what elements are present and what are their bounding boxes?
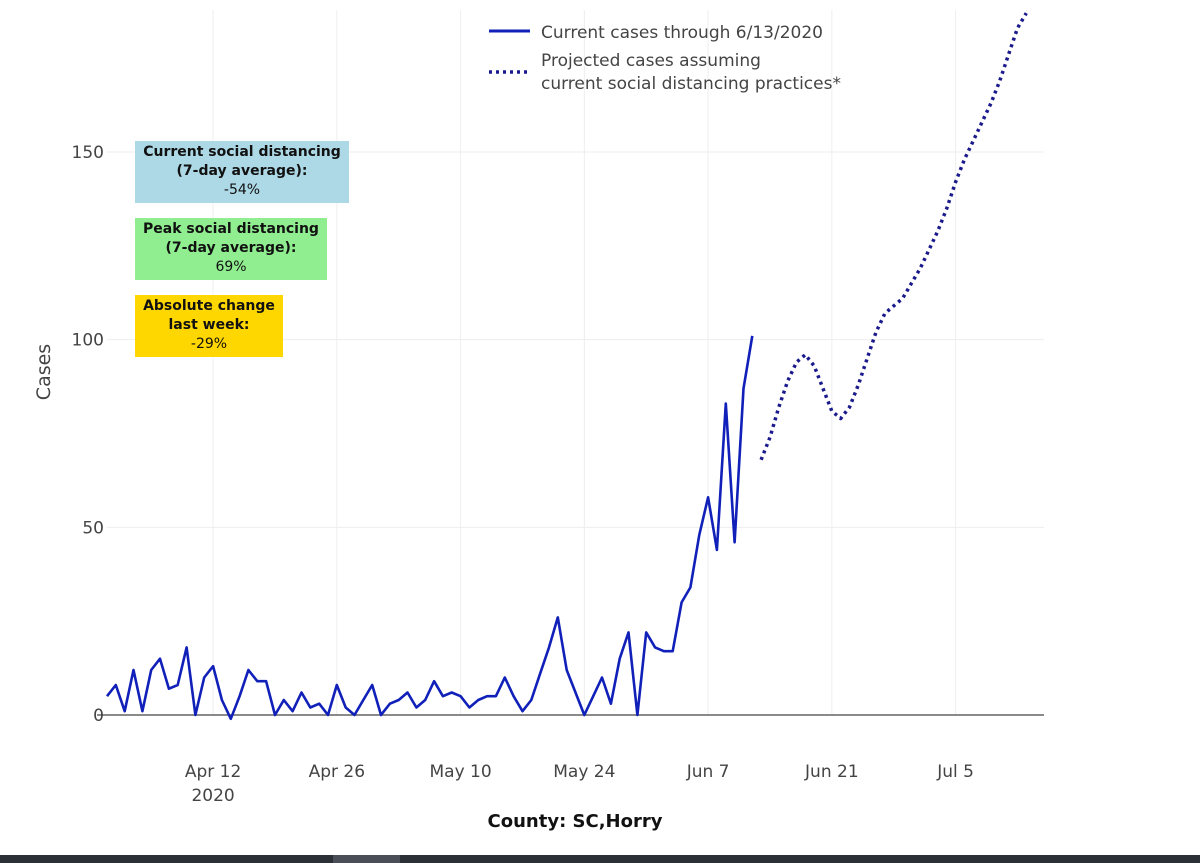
series-projected-line (759, 12, 1028, 461)
x-tick-label: Jun 21 (804, 762, 859, 782)
annotation-current-line1: Current social distancing (143, 144, 341, 160)
annotation-current-line2: (7-day average): (176, 163, 308, 179)
annotation-peak-value: 69% (215, 259, 247, 275)
legend: Current cases through 6/13/2020 Projecte… (489, 23, 841, 94)
legend-label-projected-line1: Projected cases assuming (541, 51, 761, 71)
x-tick-label: Jun 7 (686, 762, 730, 782)
x-tick-label: May 24 (553, 762, 615, 782)
annotation-absolute-value: -29% (190, 336, 228, 352)
legend-label-projected-line2: current social distancing practices* (541, 74, 841, 94)
grid-lines (107, 10, 1044, 715)
y-tick-label: 50 (82, 518, 104, 538)
annotation-current-value: -54% (223, 182, 261, 198)
window-bottom-bar (0, 855, 1200, 863)
series-current-line (105, 335, 754, 721)
y-axis-label: Cases (33, 344, 55, 400)
y-tick-label: 0 (93, 706, 104, 726)
legend-label-current: Current cases through 6/13/2020 (541, 23, 823, 43)
annotation-absolute-change: Absolute change last week: -29% (135, 295, 283, 357)
x-axis-label: County: SC,Horry (488, 811, 663, 832)
y-tick-label: 150 (72, 143, 104, 163)
series-layer (105, 12, 1028, 721)
x-tick-label: Jul 5 (936, 762, 974, 782)
annotation-peak-social-distancing: Peak social distancing (7-day average): … (135, 218, 327, 280)
x-axis-ticks: Apr 12 2020 Apr 26 May 10 May 24 Jun 7 Jun 21 J… (185, 762, 974, 806)
annotation-peak-line2: (7-day average): (165, 240, 297, 256)
x-tick-label: Apr 26 (309, 762, 365, 782)
annotation-peak-line1: Peak social distancing (143, 221, 319, 237)
annotation-absolute-line2: last week: (168, 317, 250, 333)
annotation-current-social-distancing: Current social distancing (7-day average… (135, 141, 349, 203)
x-tick-label: Apr 12 (185, 762, 241, 782)
annotation-absolute-line1: Absolute change (143, 298, 275, 314)
y-tick-label: 100 (72, 331, 104, 351)
y-axis-ticks: 0 50 100 150 (72, 143, 104, 726)
x-tick-year-label: 2020 (191, 786, 234, 806)
taskbar-highlight (333, 855, 400, 863)
x-tick-label: May 10 (429, 762, 491, 782)
